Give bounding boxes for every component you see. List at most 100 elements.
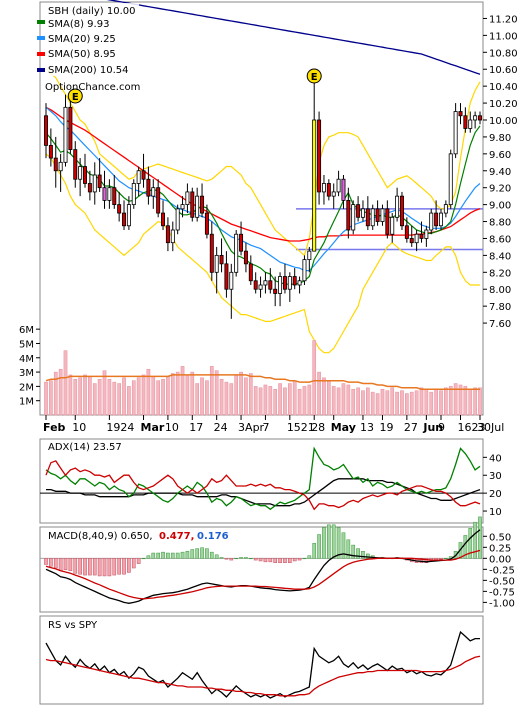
candle-body (248, 263, 253, 282)
macd-histogram-bar (424, 558, 429, 563)
volume-bar (346, 384, 351, 416)
candle-body (312, 119, 317, 252)
date-label: 28 (311, 421, 325, 434)
candle-body (97, 174, 102, 189)
macd-histogram-bar (205, 548, 209, 559)
candle-body (443, 204, 448, 214)
candle-body (224, 263, 229, 290)
volume-bar (356, 387, 360, 416)
signal-value: 0.176 (197, 531, 229, 542)
rs-series-line (45, 655, 481, 697)
volume-bar (239, 371, 243, 416)
macd-histogram-bar (214, 554, 219, 559)
volume-bar (214, 370, 219, 416)
candle-body (44, 115, 48, 146)
macd-histogram-bar (190, 549, 195, 559)
volume-bar (317, 371, 321, 416)
price-tick-label: 10.60 (489, 65, 518, 76)
candle-body (409, 238, 414, 244)
volume-bar (409, 391, 414, 416)
macd-histogram-bar (107, 558, 112, 577)
macd-tick-label: -0.50 (489, 576, 515, 587)
volume-bar (414, 390, 419, 416)
adx-title: ADX(14) 23.57 (48, 442, 122, 453)
macd-histogram-bar (161, 551, 165, 559)
macd-histogram-bar (273, 558, 278, 563)
candle-body (68, 106, 73, 151)
candle-body (399, 195, 404, 227)
price-tick-label: 9.60 (489, 150, 511, 161)
price-tick-label: 11.20 (489, 14, 518, 25)
volume-bar (434, 388, 438, 416)
volume-bar (331, 386, 336, 416)
macd-histogram-bar (346, 539, 351, 559)
volume-bar (175, 371, 180, 416)
candle-body (370, 208, 375, 227)
volume-bar (161, 378, 165, 416)
candle-body (292, 276, 297, 286)
macd-tick-label: -0.25 (489, 565, 515, 576)
macd-histogram-bar (122, 558, 126, 575)
volume-bar (127, 386, 131, 416)
volume-bar (439, 390, 443, 416)
volume-bar (151, 376, 156, 416)
date-label: 19 (379, 421, 393, 434)
candle-body (200, 195, 205, 214)
macd-histogram-bar (312, 543, 317, 559)
candle-body (356, 204, 361, 218)
candle-body (404, 225, 409, 239)
candle-body (243, 250, 248, 265)
macd-histogram-bar (326, 524, 331, 559)
macd-histogram-bar (195, 548, 200, 559)
candle-body (375, 208, 380, 222)
rs-lines (45, 630, 481, 699)
volume-bar (166, 376, 170, 416)
candle-body (141, 170, 146, 180)
date-label: 13 (360, 421, 374, 434)
volume-bar (278, 383, 282, 416)
macd-histogram-bar (248, 558, 253, 560)
volume-bar (287, 383, 292, 416)
candle-body (336, 178, 341, 193)
candle-body (478, 115, 482, 121)
candle-body (380, 208, 385, 222)
macd-histogram-bar (253, 558, 258, 561)
date-label: 30Jul (477, 421, 504, 434)
candle-body (239, 233, 244, 252)
date-label: 10 (165, 421, 179, 434)
sma200-line (106, 0, 481, 75)
candle-body (214, 254, 219, 273)
volume-bar (307, 384, 312, 416)
date-label: 24 (214, 421, 228, 434)
volume-bar (185, 374, 190, 416)
date-label: 1521 (287, 421, 315, 434)
macd-histogram-bar (88, 558, 92, 576)
legend-swatch-sma200 (37, 68, 45, 72)
volume-bar (366, 387, 370, 416)
volume-bar (44, 381, 48, 416)
date-label: 3Apr (238, 421, 265, 434)
macd-histogram-bar (117, 558, 121, 575)
price-tick-label: 7.60 (489, 319, 511, 330)
price-y-axis: 11.20 11.00 10.80 10.60 10.40 10.20 10.00 9.80 9… (483, 14, 518, 330)
candle-body (122, 212, 127, 227)
earnings-markers: EE (67, 68, 322, 104)
volume-bar (83, 374, 87, 416)
price-tick-label: 8.80 (489, 218, 511, 229)
volume-bar (273, 388, 278, 416)
date-label: 1623 (457, 421, 485, 434)
candle-body (48, 144, 53, 159)
volume-bar (405, 393, 409, 416)
price-tick-label: 11.00 (489, 31, 518, 42)
candle-body (282, 276, 287, 290)
volume-bar (248, 373, 253, 416)
candle-body (229, 271, 234, 290)
legend-sma200: SMA(200) 10.54 (48, 65, 129, 76)
macd-histogram-bar (419, 558, 424, 563)
volume-bar (258, 387, 263, 416)
macd-histogram-bar (63, 558, 68, 571)
candle-body (117, 204, 122, 214)
macd-histogram-bar (78, 558, 82, 575)
